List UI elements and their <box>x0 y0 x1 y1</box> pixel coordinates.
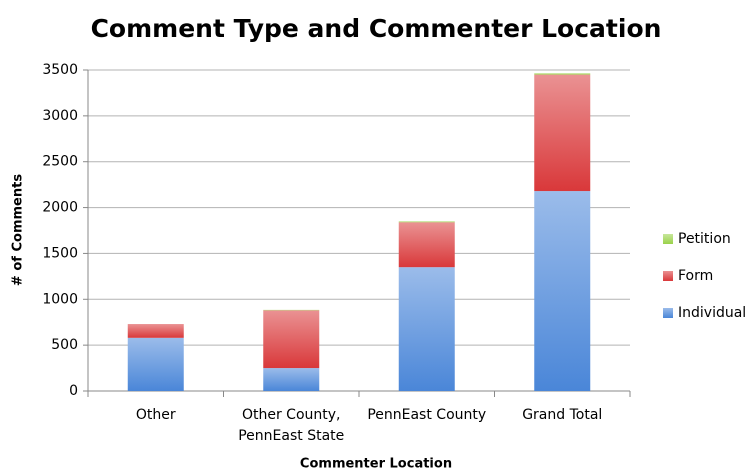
x-tick-label: Other <box>136 407 176 423</box>
bar-segment <box>127 324 184 338</box>
chart-title: Comment Type and Commenter Location <box>91 14 662 43</box>
y-tick-label: 1500 <box>42 245 78 261</box>
legend-label: Petition <box>678 231 731 247</box>
y-tick-label: 500 <box>51 337 78 353</box>
x-axis-title: Commenter Location <box>300 457 452 472</box>
bar-segment <box>398 221 455 223</box>
bar-segment <box>398 267 455 391</box>
x-tick-label: PennEast County <box>367 407 486 423</box>
y-axis-title: # of Comments <box>11 174 26 286</box>
legend-label: Form <box>678 268 713 284</box>
y-tick-label: 2000 <box>42 200 78 216</box>
legend-swatch <box>663 271 673 281</box>
legend-swatch <box>663 308 673 318</box>
legend-label: Individual <box>678 305 746 321</box>
bar-segment <box>398 222 455 268</box>
y-tick-label: 2500 <box>42 154 78 170</box>
bar-segment <box>263 368 320 391</box>
y-tick-label: 3000 <box>42 108 78 124</box>
bar-segment <box>534 74 591 192</box>
y-tick-label: 1000 <box>42 291 78 307</box>
x-tick-label: Grand Total <box>522 407 602 423</box>
x-tick-label: PennEast State <box>238 428 344 444</box>
legend-swatch <box>663 234 673 244</box>
bar-segment <box>263 310 320 369</box>
bar-segment <box>534 73 591 75</box>
x-tick-label: Other County, <box>242 407 341 423</box>
bar-segment <box>534 191 591 391</box>
y-tick-label: 0 <box>69 383 78 399</box>
y-tick-label: 3500 <box>42 62 78 78</box>
bar-segment <box>127 337 184 391</box>
